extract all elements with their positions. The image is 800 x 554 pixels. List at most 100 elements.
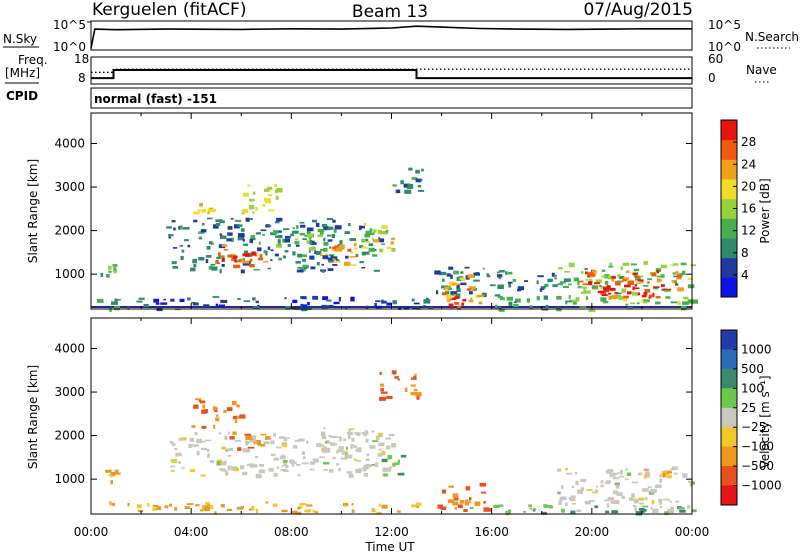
- velocity-cell: [178, 461, 181, 464]
- cpid-panel-frame: [90, 87, 693, 109]
- power-cell: [470, 297, 473, 301]
- power-cell: [334, 225, 342, 230]
- power-cell: [219, 269, 222, 274]
- power-cell: [603, 301, 609, 304]
- velocity-cell: [191, 425, 196, 428]
- velocity-region-10: [557, 466, 696, 514]
- power-cell: [270, 249, 274, 252]
- power-cell: [216, 256, 221, 260]
- velocity-cell: [196, 451, 200, 456]
- power-cell: [625, 270, 630, 274]
- velocity-cell: [247, 446, 255, 449]
- velocity-ylabel: Slant Range [km]: [26, 365, 40, 469]
- velocity-cell: [400, 454, 407, 458]
- velocity-cell: [338, 446, 344, 451]
- velocity-cell: [465, 486, 471, 491]
- power-cell: [690, 264, 696, 267]
- velocity-cell: [298, 438, 305, 442]
- power-cell: [630, 302, 636, 305]
- velocity-cell: [291, 462, 295, 467]
- power-data: [91, 167, 699, 313]
- velocity-cell: [380, 383, 384, 387]
- power-cell: [155, 302, 160, 305]
- power-cell: [599, 290, 602, 293]
- power-cell: [378, 238, 385, 243]
- velocity-colorbar-swatch-8: [721, 485, 737, 506]
- power-cell: [353, 242, 357, 247]
- power-cell: [634, 279, 638, 282]
- velocity-cell: [365, 458, 370, 461]
- power-cell: [454, 293, 461, 298]
- power-cell: [681, 270, 686, 275]
- date-title: 07/Aug/2015: [583, 0, 693, 20]
- velocity-ytick-label-2: 3000: [54, 385, 85, 399]
- power-cell: [168, 236, 172, 239]
- velocity-colorbar-swatch-5: [721, 427, 737, 448]
- velocity-cell: [356, 469, 361, 473]
- power-cell: [379, 231, 386, 235]
- velocity-cell: [170, 465, 176, 468]
- power-cell: [562, 285, 569, 289]
- velocity-cell: [236, 404, 240, 408]
- power-cell: [251, 251, 256, 256]
- power-cell: [497, 295, 503, 299]
- power-cell: [267, 186, 272, 190]
- velocity-cell: [486, 508, 492, 512]
- velocity-cell: [382, 467, 389, 472]
- power-cell: [302, 254, 307, 258]
- velocity-cell: [596, 485, 599, 488]
- power-cell: [648, 294, 654, 298]
- power-cell: [611, 294, 618, 300]
- power-cell: [615, 282, 621, 286]
- power-cell: [333, 229, 337, 233]
- power-cell: [292, 299, 298, 304]
- power-cell: [243, 243, 248, 246]
- velocity-cell: [227, 469, 231, 471]
- velocity-cell: [661, 470, 667, 475]
- velocity-cell: [245, 443, 249, 446]
- power-cell: [565, 300, 568, 305]
- velocity-cell: [320, 431, 326, 437]
- velocity-cell: [611, 472, 616, 477]
- power-cell: [296, 269, 304, 273]
- power-cell: [508, 283, 512, 288]
- power-cell: [323, 237, 326, 242]
- power-cell: [588, 272, 594, 277]
- velocity-cell: [415, 392, 422, 397]
- velocity-cell: [221, 446, 227, 450]
- velocity-cell: [337, 448, 342, 452]
- velocity-cell: [616, 492, 623, 496]
- power-cell: [607, 275, 614, 280]
- velocity-region-2: [169, 431, 397, 479]
- velocity-cell: [414, 373, 417, 376]
- velocity-cell: [645, 497, 648, 501]
- power-cell: [290, 233, 294, 237]
- velocity-cell: [650, 506, 653, 510]
- velocity-cell: [206, 448, 210, 452]
- velocity-cell: [614, 482, 620, 486]
- power-cell: [687, 299, 695, 304]
- power-cell: [247, 184, 251, 187]
- power-cell: [332, 219, 336, 223]
- velocity-cell: [341, 451, 345, 455]
- power-cell: [284, 250, 289, 253]
- power-cell: [307, 301, 310, 306]
- power-cell: [265, 200, 271, 204]
- velocity-cell: [453, 496, 459, 501]
- power-cell: [517, 288, 522, 292]
- power-cell: [260, 229, 267, 232]
- power-cell: [413, 302, 420, 305]
- power-cell: [497, 284, 504, 289]
- velocity-cell: [381, 458, 388, 463]
- velocity-cell: [375, 435, 380, 440]
- velocity-cell: [357, 460, 362, 462]
- velocity-cell: [221, 469, 228, 472]
- velocity-cell: [246, 463, 252, 467]
- power-cell: [604, 281, 609, 285]
- velocity-colorbar-tick-label-2: 100: [741, 381, 764, 395]
- power-colorbar-tick-label-6: 28: [741, 135, 756, 149]
- velocity-cell: [302, 456, 306, 459]
- power-cell: [415, 178, 422, 183]
- power-cell: [108, 270, 112, 273]
- velocity-cell: [348, 429, 351, 433]
